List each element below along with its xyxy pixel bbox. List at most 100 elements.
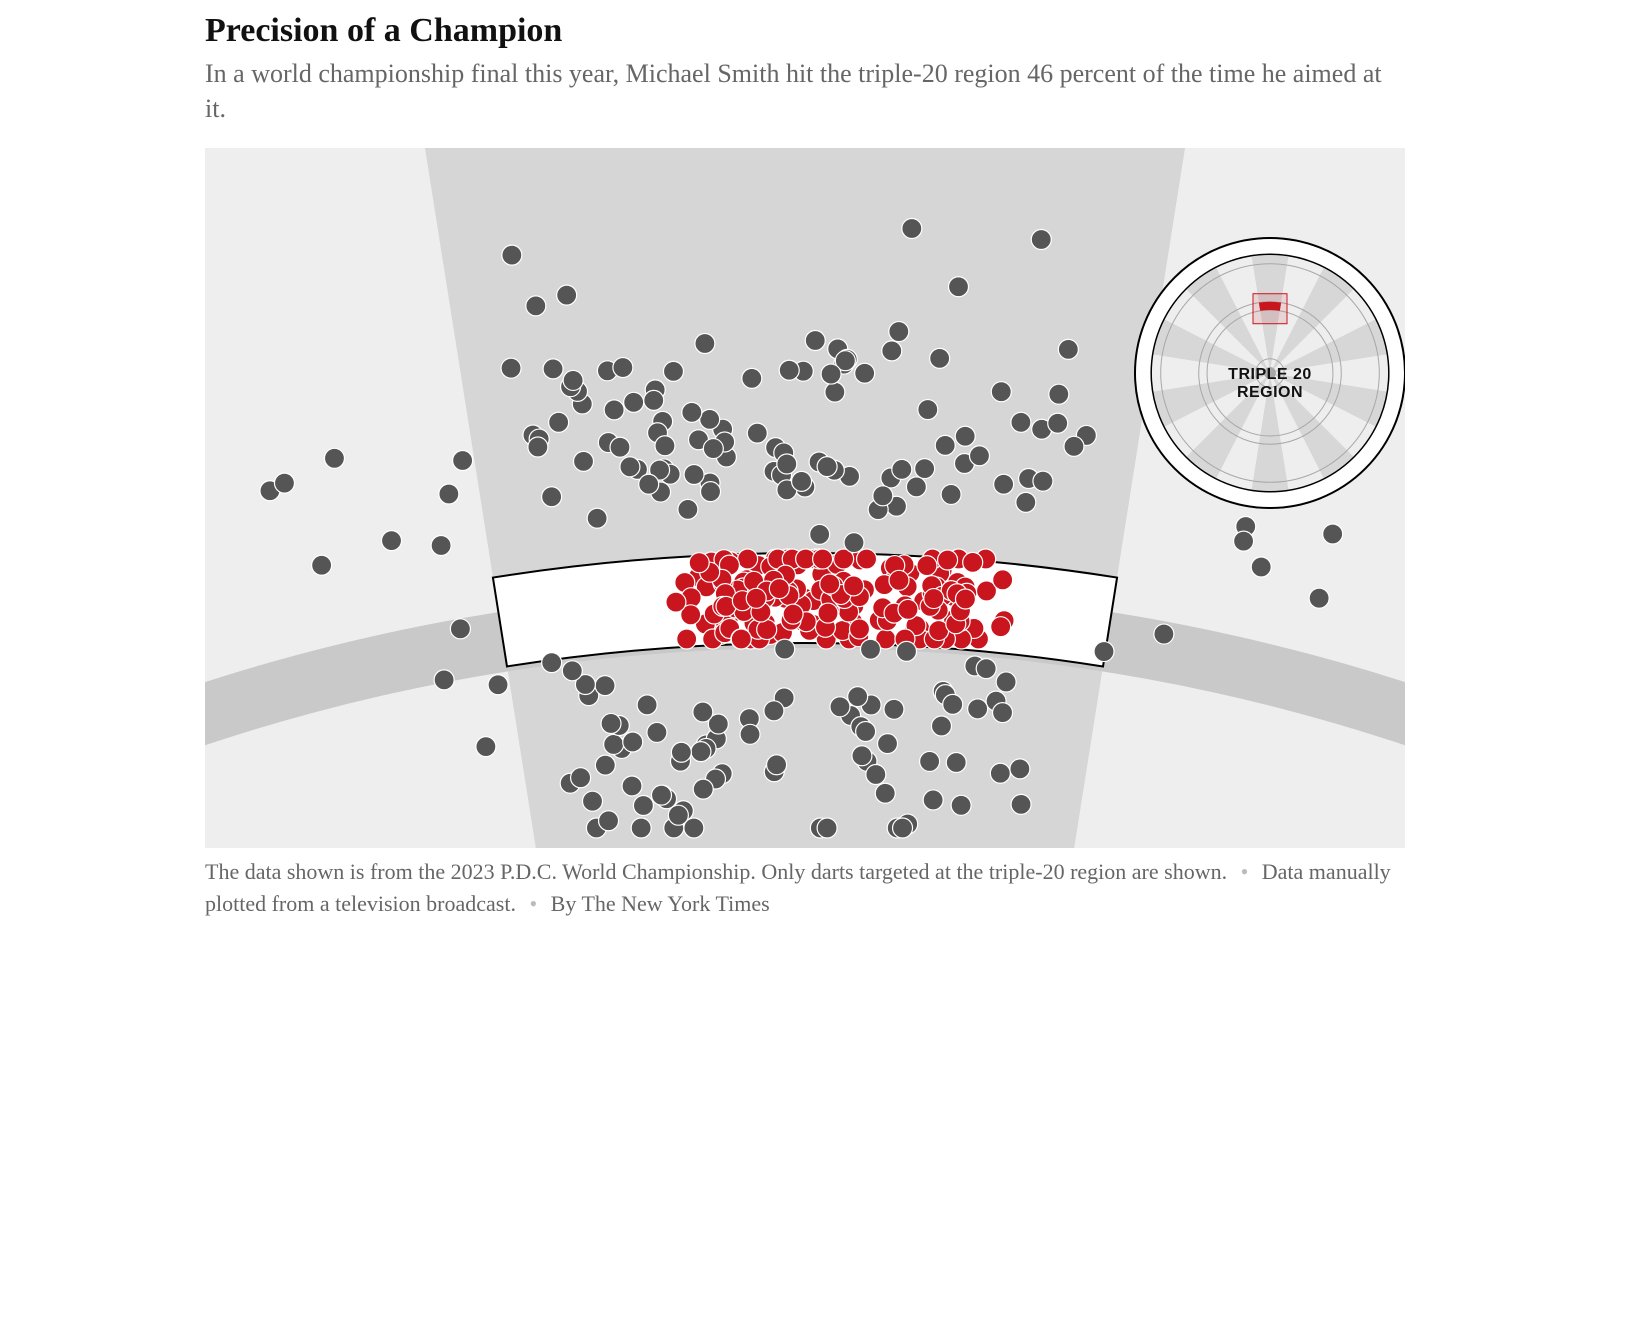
- dart-miss: [1031, 230, 1051, 250]
- dart-miss: [747, 423, 767, 443]
- dart-miss: [622, 776, 642, 796]
- dart-miss: [1234, 531, 1254, 551]
- dart-miss: [976, 659, 996, 679]
- dart-miss: [1011, 413, 1031, 433]
- inset-dartboard: TRIPLE 20REGION: [1135, 238, 1405, 508]
- dart-hit: [898, 600, 918, 620]
- dart-miss: [682, 403, 702, 423]
- chart-source: The data shown is from the 2023 P.D.C. W…: [205, 856, 1405, 920]
- dart-hit: [746, 588, 766, 608]
- dart-miss: [855, 363, 875, 383]
- dart-miss: [930, 349, 950, 369]
- dart-miss: [1323, 524, 1343, 544]
- dart-miss: [684, 465, 704, 485]
- dart-miss: [817, 818, 837, 838]
- dart-miss: [969, 446, 989, 466]
- dart-miss: [324, 448, 344, 468]
- dart-hit: [924, 589, 944, 609]
- dart-miss: [701, 482, 721, 502]
- dart-miss: [892, 460, 912, 480]
- dart-miss: [884, 699, 904, 719]
- dart-miss: [740, 724, 760, 744]
- dart-miss: [875, 783, 895, 803]
- dart-miss: [528, 437, 548, 457]
- separator-dot-icon: •: [1233, 859, 1257, 884]
- source-text-1: The data shown is from the 2023 P.D.C. W…: [205, 859, 1227, 884]
- dart-miss: [1309, 588, 1329, 608]
- dart-miss: [543, 359, 563, 379]
- dart-miss: [943, 695, 963, 715]
- dart-miss: [637, 695, 657, 715]
- dart-miss: [779, 360, 799, 380]
- dart-miss: [663, 362, 683, 382]
- dart-miss: [949, 277, 969, 297]
- dart-miss: [931, 716, 951, 736]
- dart-miss: [810, 525, 830, 545]
- dart-hit: [738, 549, 758, 569]
- dart-miss: [450, 619, 470, 639]
- dart-miss: [274, 473, 294, 493]
- dart-miss: [775, 639, 795, 659]
- dart-miss: [601, 714, 621, 734]
- dart-hit: [677, 629, 697, 649]
- dart-miss: [587, 508, 607, 528]
- dart-miss: [860, 639, 880, 659]
- dart-miss: [955, 426, 975, 446]
- dart-miss: [1048, 413, 1068, 433]
- dart-miss: [549, 413, 569, 433]
- dart-hit: [820, 574, 840, 594]
- dart-hit: [769, 579, 789, 599]
- dart-miss: [382, 531, 402, 551]
- dart-miss: [821, 364, 841, 384]
- dart-miss: [897, 642, 917, 662]
- dart-miss: [624, 393, 644, 413]
- dart-miss: [695, 334, 715, 354]
- dart-miss: [1010, 759, 1030, 779]
- dart-miss: [991, 382, 1011, 402]
- dart-miss: [777, 454, 797, 474]
- dart-miss: [542, 653, 562, 673]
- chart-title: Precision of a Champion: [205, 12, 1435, 50]
- dart-hit: [666, 592, 686, 612]
- dart-miss: [526, 296, 546, 316]
- dart-hit: [731, 629, 751, 649]
- inset-highlight-box: [1253, 294, 1287, 324]
- dart-miss: [439, 484, 459, 504]
- dart-miss: [604, 400, 624, 420]
- chart-container: TRIPLE 20REGION: [205, 148, 1405, 848]
- chart-subtitle: In a world championship final this year,…: [205, 56, 1385, 126]
- dart-miss: [647, 723, 667, 743]
- dartboard-scatter-chart: TRIPLE 20REGION: [205, 148, 1405, 848]
- dart-miss: [620, 457, 640, 477]
- dart-miss: [574, 452, 594, 472]
- dart-miss: [805, 331, 825, 351]
- dart-miss: [655, 436, 675, 456]
- dart-miss: [1011, 795, 1031, 815]
- source-byline: By The New York Times: [551, 891, 770, 916]
- dart-hit: [993, 570, 1013, 590]
- dart-miss: [873, 486, 893, 506]
- inset-label-line1: TRIPLE 20: [1228, 366, 1312, 383]
- dart-miss: [644, 391, 664, 411]
- inset-label-line2: REGION: [1237, 384, 1303, 401]
- dart-miss: [889, 322, 909, 342]
- dart-miss: [882, 341, 902, 361]
- dart-hit: [818, 603, 838, 623]
- dart-miss: [968, 699, 988, 719]
- dart-miss: [488, 675, 508, 695]
- dart-miss: [866, 765, 886, 785]
- dart-miss: [878, 734, 898, 754]
- dart-miss: [742, 369, 762, 389]
- dart-miss: [434, 670, 454, 690]
- dart-miss: [613, 358, 633, 378]
- dart-miss: [639, 474, 659, 494]
- dart-hit: [844, 576, 864, 596]
- dart-miss: [599, 811, 619, 831]
- dart-hit: [813, 549, 833, 569]
- dart-miss: [693, 702, 713, 722]
- dart-miss: [990, 763, 1010, 783]
- dart-miss: [610, 437, 630, 457]
- dart-miss: [595, 676, 615, 696]
- dart-hit: [857, 549, 877, 569]
- dart-hit: [955, 589, 975, 609]
